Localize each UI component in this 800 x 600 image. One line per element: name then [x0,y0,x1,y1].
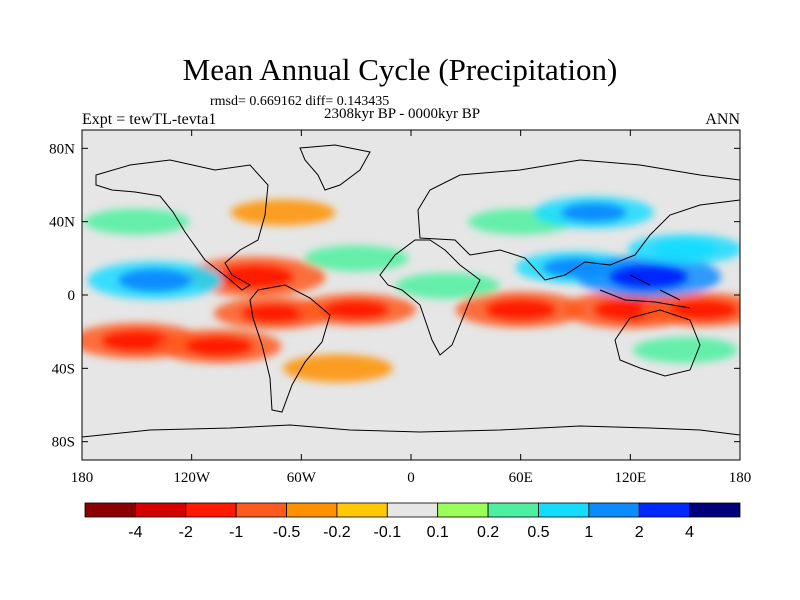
coastline-greenland [299,144,371,191]
stats-text: rmsd= 0.669162 diff= 0.143435 [210,94,390,109]
colorbar-label-2: -1 [229,524,243,541]
coastline-south-america [249,284,331,413]
y-tick-label-0: 80N [49,141,75,157]
anomaly-region-19 [632,337,738,363]
colorbar-label-0: -4 [128,524,142,541]
anomaly-core-0 [101,330,173,352]
colorbar-box-0 [84,502,136,518]
anomaly-core-11 [608,264,689,290]
anomaly-core-12 [653,240,717,259]
anomaly-core-8 [669,299,738,320]
anomaly-region-9 [395,272,501,299]
x-tick-label-4: 60E [509,470,533,486]
anomaly-core-4 [117,268,193,292]
colorbar-label-9: 1 [584,524,593,541]
y-tick-label-2: 0 [68,288,76,304]
x-tick-label-0: 180 [71,470,94,486]
colorbar-label-6: 0.1 [427,524,449,541]
coastline-maritime-continent [599,274,691,309]
colorbar-box-7 [437,502,489,518]
coastlines [82,144,740,438]
anomaly-region-18 [282,354,393,383]
coastline-north-america [95,159,269,291]
anomaly-core-15 [560,202,627,223]
y-tick-label-4: 80S [52,435,75,451]
colorbar-box-6 [386,502,439,518]
colorbar: -4 -2 -1 -0.5 -0.2 -0.1 0.1 0.2 0.5 1 2 4 [84,502,741,541]
colorbar-box-5 [336,502,388,518]
anomaly-core-5 [323,300,390,320]
anomaly-core-6 [484,298,557,321]
x-tick-label-2: 60W [287,470,317,486]
colorbar-box-2 [185,502,237,518]
period-text: 2308kyr BP - 0000kyr BP [324,106,481,122]
colorbar-box-12 [689,502,741,518]
colorbar-box-9 [538,502,590,518]
anomaly-field [82,196,740,383]
x-tick-label-5: 120E [614,470,646,486]
x-tick-label-6: 180 [729,470,752,486]
colorbar-label-10: 2 [635,524,644,541]
coastline-antarctica [82,424,740,438]
anomaly-region-13 [303,245,409,272]
anomaly-core-1 [184,336,254,357]
chart-title: Mean Annual Cycle (Precipitation) [182,52,618,87]
x-tick-label-1: 120W [173,470,211,486]
colorbar-label-3: -0.5 [273,524,301,541]
colorbar-label-11: 4 [685,524,694,541]
anomaly-region-17 [230,199,336,226]
colorbar-label-5: -0.1 [374,524,402,541]
colorbar-label-4: -0.2 [323,524,351,541]
experiment-label: Expt = tewTL-tevta1 [82,111,217,128]
anomaly-region-16 [84,208,190,235]
coastline-australia [614,309,701,377]
colorbar-box-8 [487,502,539,518]
y-tick-label-1: 40N [49,215,75,231]
colorbar-label-7: 0.2 [477,524,499,541]
y-tick-label-3: 40S [52,361,75,377]
colorbar-box-1 [134,502,187,518]
colorbar-label-1: -2 [179,524,193,541]
colorbar-box-4 [286,502,338,518]
colorbar-box-10 [588,502,640,518]
x-tick-label-3: 0 [407,470,415,486]
anomaly-core-3 [217,264,295,289]
anomaly-core-2 [240,303,307,323]
colorbar-box-3 [235,502,287,518]
colorbar-box-11 [638,502,691,518]
colorbar-label-8: 0.5 [527,524,549,541]
season-label: ANN [705,111,740,128]
axes: 180 120W 60W 0 60E 120E 180 80N 40N 0 40S 80S [49,130,751,486]
coastline-africa-eurasia [379,159,740,356]
